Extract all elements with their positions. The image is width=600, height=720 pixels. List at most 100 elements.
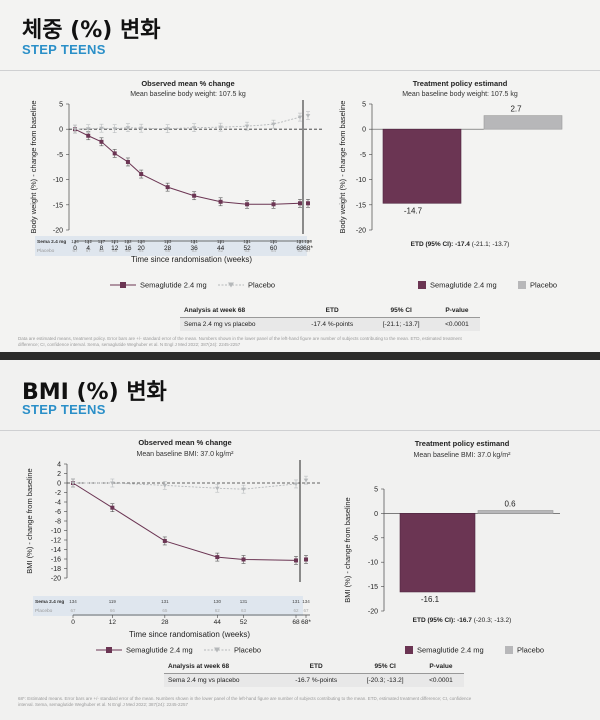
table-cell: <0.0001 <box>417 673 464 687</box>
x-tick-label: 68* <box>303 245 313 252</box>
x-tick-label: 4 <box>86 245 90 252</box>
bar-legend-sema-swatch <box>418 281 426 289</box>
x-tick-label: 52 <box>240 619 248 626</box>
bar-value-label: -16.1 <box>421 595 440 604</box>
sema-point <box>294 558 298 563</box>
bar-y-axis-label: BMI (%) - change from baseline <box>343 497 352 602</box>
chart-group: Observed mean % change Mean baseline BMI:… <box>25 438 560 655</box>
bar-semaglutide <box>382 128 462 204</box>
y-tick-label: -6 <box>55 509 61 516</box>
bar-legend-placebo-label: Placebo <box>517 646 544 655</box>
chart-subtitle: Mean baseline BMI: 37.0 kg/m² <box>137 451 235 458</box>
placebo-point <box>303 478 309 483</box>
table-cell: Sema 2.4 mg vs placebo <box>164 673 280 687</box>
x-tick-label: 44 <box>217 245 225 252</box>
sema-point <box>112 151 117 156</box>
chart-title: Observed mean % change <box>141 79 234 88</box>
n-value: 62 <box>297 248 303 253</box>
x-tick-label: 68 <box>292 619 300 626</box>
n-value: 67 <box>86 248 92 253</box>
legend-placebo-label: Placebo <box>234 646 261 655</box>
placebo-point <box>165 127 170 131</box>
x-tick-label: 0 <box>71 619 75 626</box>
bar-y-tick-label: -5 <box>360 152 366 159</box>
etd-ci: (-20.3; -13.2) <box>472 617 511 624</box>
y-tick-label: -8 <box>55 519 61 526</box>
etd-value: -16.7 <box>457 617 472 624</box>
slide-title: BMI (%) 변화 <box>22 380 167 405</box>
bar-chart-subtitle: Mean baseline body weight: 107.5 kg <box>402 91 518 98</box>
bar-semaglutide <box>399 513 476 593</box>
sema-point <box>86 133 91 138</box>
bar-value-label: 2.7 <box>510 105 522 114</box>
n-value: 131 <box>292 599 300 604</box>
legend-sema-marker <box>106 647 112 653</box>
table-cell: -16.7 %-points <box>279 673 353 687</box>
x-tick-label: 60 <box>270 245 278 252</box>
slide-separator <box>0 352 600 360</box>
bar-y-tick-label: -15 <box>368 584 378 591</box>
x-tick-label: 68 <box>296 245 304 252</box>
bar-placebo <box>483 115 563 130</box>
bmi-charts: Observed mean % change Mean baseline BMI:… <box>25 438 560 655</box>
x-tick-label: 28 <box>164 245 172 252</box>
table-header: 95% CI <box>352 660 418 674</box>
sema-point <box>125 159 130 164</box>
legend-placebo-marker <box>214 647 220 653</box>
placebo-point <box>110 481 115 486</box>
y-tick-label: 4 <box>57 462 61 469</box>
y-tick-label: -12 <box>51 538 61 545</box>
y-tick-label: -15 <box>53 202 63 209</box>
placebo-point <box>244 124 250 129</box>
y-tick-label: -18 <box>51 566 61 573</box>
placebo-line <box>73 482 297 490</box>
n-value: 130 <box>214 599 222 604</box>
n-value: 63 <box>245 248 251 253</box>
slide-subtitle: STEP TEENS <box>22 42 106 57</box>
x-tick-label: 0 <box>73 245 77 252</box>
bar-legend-placebo-swatch <box>505 646 513 654</box>
placebo-point <box>218 125 223 130</box>
bar-chart-subtitle: Mean baseline BMI: 37.0 kg/m² <box>414 452 512 459</box>
y-tick-label: -10 <box>53 177 63 184</box>
sema-point <box>218 199 223 204</box>
n-value: 66 <box>112 248 118 253</box>
y-tick-label: -20 <box>51 576 61 583</box>
table-row: Sema 2.4 mg vs placebo -17.4 %-points [-… <box>180 317 480 331</box>
bar-chart-title: Treatment policy estimand <box>413 79 508 88</box>
sema-point <box>241 557 246 562</box>
x-tick-label: 44 <box>214 619 222 626</box>
bar-chart-title: Treatment policy estimand <box>415 439 510 448</box>
n-value: 62 <box>218 248 224 253</box>
n-value: 131 <box>161 599 169 604</box>
x-tick-label: 16 <box>124 245 132 252</box>
slide-bmi: BMI (%) 변화 STEP TEENS Observed mean % ch… <box>0 360 600 720</box>
n-value: 63 <box>241 608 247 613</box>
sema-point <box>162 538 167 543</box>
n-value: 62 <box>215 608 221 613</box>
y-axis-label: BMI (%) - change from baseline <box>25 468 34 573</box>
sema-point <box>271 202 276 207</box>
footnote: Data are estimated means, treatment poli… <box>18 336 462 347</box>
y-tick-label: -14 <box>51 547 61 554</box>
bar-y-tick-label: -20 <box>368 609 378 616</box>
chart-subtitle: Mean baseline body weight: 107.5 kg <box>130 91 246 98</box>
n-value: 67 <box>305 248 311 253</box>
chart-title: Observed mean % change <box>138 438 231 447</box>
placebo-point <box>214 486 220 491</box>
y-tick-label: 0 <box>57 481 61 488</box>
sema-point <box>306 201 310 206</box>
bar-y-tick-label: 5 <box>374 487 378 494</box>
placebo-point <box>293 482 299 487</box>
bar-y-tick-label: 5 <box>362 102 366 109</box>
placebo-point <box>241 487 246 492</box>
n-value: 67 <box>72 248 78 253</box>
n-row-label: Placebo <box>35 608 53 614</box>
table-cell: Sema 2.4 mg vs placebo <box>180 317 296 331</box>
n-value: 63 <box>99 248 105 253</box>
sema-point <box>215 555 220 560</box>
x-tick-label: 8 <box>100 245 104 252</box>
divider <box>0 430 600 431</box>
placebo-point <box>271 122 276 127</box>
slide-subtitle: STEP TEENS <box>22 402 106 417</box>
